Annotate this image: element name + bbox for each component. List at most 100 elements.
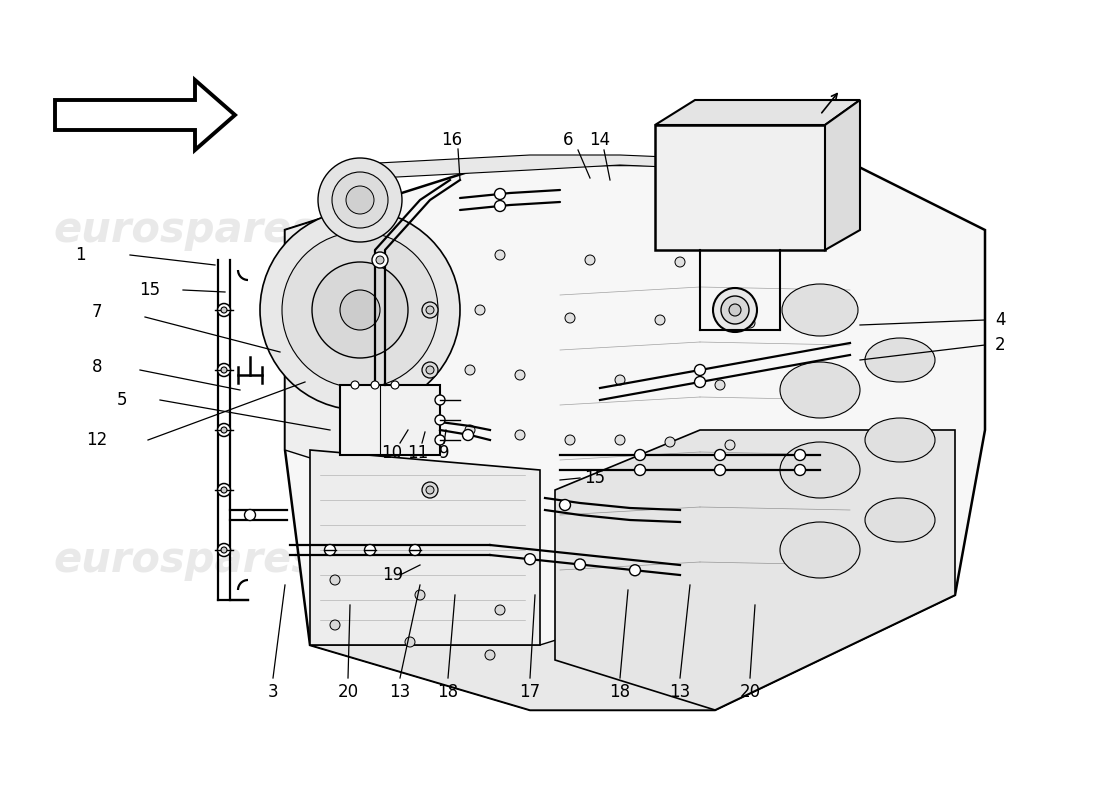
Text: 12: 12 (87, 431, 108, 449)
Text: eurospares: eurospares (54, 539, 317, 581)
Circle shape (495, 605, 505, 615)
Circle shape (221, 307, 227, 313)
FancyBboxPatch shape (654, 125, 825, 250)
Circle shape (515, 370, 525, 380)
Circle shape (715, 380, 725, 390)
Text: 7: 7 (91, 303, 102, 321)
Circle shape (635, 450, 646, 461)
Circle shape (666, 437, 675, 447)
Polygon shape (340, 155, 855, 180)
Circle shape (525, 554, 536, 565)
Circle shape (654, 315, 666, 325)
Circle shape (221, 547, 227, 553)
Text: 11: 11 (407, 444, 429, 462)
Circle shape (221, 487, 227, 493)
Circle shape (218, 423, 231, 437)
Text: 13: 13 (389, 683, 410, 701)
Text: 1: 1 (75, 246, 86, 264)
FancyBboxPatch shape (340, 385, 440, 455)
Ellipse shape (780, 522, 860, 578)
Polygon shape (654, 100, 860, 125)
Text: 6: 6 (563, 131, 573, 149)
Circle shape (794, 450, 805, 461)
Circle shape (351, 381, 359, 389)
Circle shape (485, 650, 495, 660)
Circle shape (694, 365, 705, 375)
Circle shape (465, 425, 475, 435)
Circle shape (221, 367, 227, 373)
Circle shape (422, 422, 438, 438)
Polygon shape (285, 165, 984, 710)
Text: eurospares: eurospares (378, 209, 641, 251)
Circle shape (330, 575, 340, 585)
Circle shape (615, 435, 625, 445)
Circle shape (340, 290, 379, 330)
Text: eurospares: eurospares (378, 539, 641, 581)
Text: 18: 18 (609, 683, 630, 701)
Circle shape (794, 465, 805, 475)
Circle shape (434, 435, 446, 445)
Circle shape (218, 483, 231, 497)
Circle shape (729, 304, 741, 316)
Circle shape (371, 381, 380, 389)
Circle shape (244, 510, 255, 521)
Polygon shape (285, 200, 380, 480)
Circle shape (615, 375, 625, 385)
Circle shape (415, 590, 425, 600)
Circle shape (260, 210, 460, 410)
Polygon shape (310, 595, 955, 710)
Ellipse shape (782, 284, 858, 336)
Text: 19: 19 (383, 566, 404, 584)
Circle shape (560, 499, 571, 510)
Circle shape (221, 427, 227, 433)
Circle shape (426, 366, 434, 374)
Circle shape (405, 637, 415, 647)
Text: 8: 8 (91, 358, 102, 376)
Text: 10: 10 (382, 444, 403, 462)
Circle shape (434, 395, 446, 405)
Circle shape (574, 559, 585, 570)
Circle shape (426, 306, 434, 314)
Text: 13: 13 (670, 683, 691, 701)
Circle shape (318, 158, 402, 242)
Text: 5: 5 (117, 391, 128, 409)
Circle shape (475, 305, 485, 315)
Circle shape (422, 302, 438, 318)
Text: eurospares: eurospares (54, 209, 317, 251)
Circle shape (725, 440, 735, 450)
Circle shape (218, 303, 231, 317)
Circle shape (715, 465, 726, 475)
Circle shape (675, 257, 685, 267)
Circle shape (720, 296, 749, 324)
Circle shape (376, 256, 384, 264)
Ellipse shape (865, 418, 935, 462)
Text: 9: 9 (439, 444, 449, 462)
Text: 4: 4 (994, 311, 1005, 329)
Circle shape (462, 430, 473, 441)
Circle shape (715, 450, 726, 461)
Polygon shape (556, 430, 955, 710)
Text: 16: 16 (441, 131, 463, 149)
Polygon shape (825, 100, 860, 250)
Circle shape (434, 415, 446, 425)
Circle shape (515, 430, 525, 440)
Text: 15: 15 (140, 281, 161, 299)
Circle shape (694, 377, 705, 387)
Text: 15: 15 (584, 469, 606, 487)
Text: 20: 20 (338, 683, 359, 701)
Text: 20: 20 (739, 683, 760, 701)
Circle shape (332, 172, 388, 228)
Ellipse shape (780, 362, 860, 418)
Circle shape (426, 486, 434, 494)
Polygon shape (310, 450, 540, 645)
Text: 14: 14 (590, 131, 610, 149)
Circle shape (346, 186, 374, 214)
Circle shape (565, 313, 575, 323)
Text: eurospares: eurospares (689, 209, 952, 251)
Text: 18: 18 (438, 683, 459, 701)
Text: 3: 3 (267, 683, 278, 701)
Circle shape (312, 262, 408, 358)
Circle shape (422, 362, 438, 378)
Circle shape (218, 363, 231, 377)
Circle shape (218, 543, 231, 557)
